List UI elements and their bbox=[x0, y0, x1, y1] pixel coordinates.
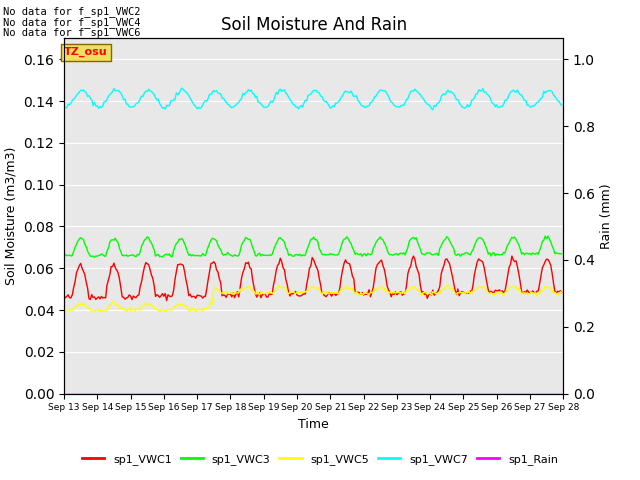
Y-axis label: Soil Moisture (m3/m3): Soil Moisture (m3/m3) bbox=[5, 147, 18, 285]
Text: No data for f_sp1_VWC4: No data for f_sp1_VWC4 bbox=[3, 17, 141, 28]
Y-axis label: Rain (mm): Rain (mm) bbox=[600, 183, 614, 249]
Text: TZ_osu: TZ_osu bbox=[64, 47, 108, 58]
Text: No data for f_sp1_VWC2: No data for f_sp1_VWC2 bbox=[3, 6, 141, 17]
Text: No data for f_sp1_VWC6: No data for f_sp1_VWC6 bbox=[3, 27, 141, 38]
Title: Soil Moisture And Rain: Soil Moisture And Rain bbox=[221, 16, 406, 34]
X-axis label: Time: Time bbox=[298, 418, 329, 431]
Legend: sp1_VWC1, sp1_VWC3, sp1_VWC5, sp1_VWC7, sp1_Rain: sp1_VWC1, sp1_VWC3, sp1_VWC5, sp1_VWC7, … bbox=[77, 450, 563, 469]
